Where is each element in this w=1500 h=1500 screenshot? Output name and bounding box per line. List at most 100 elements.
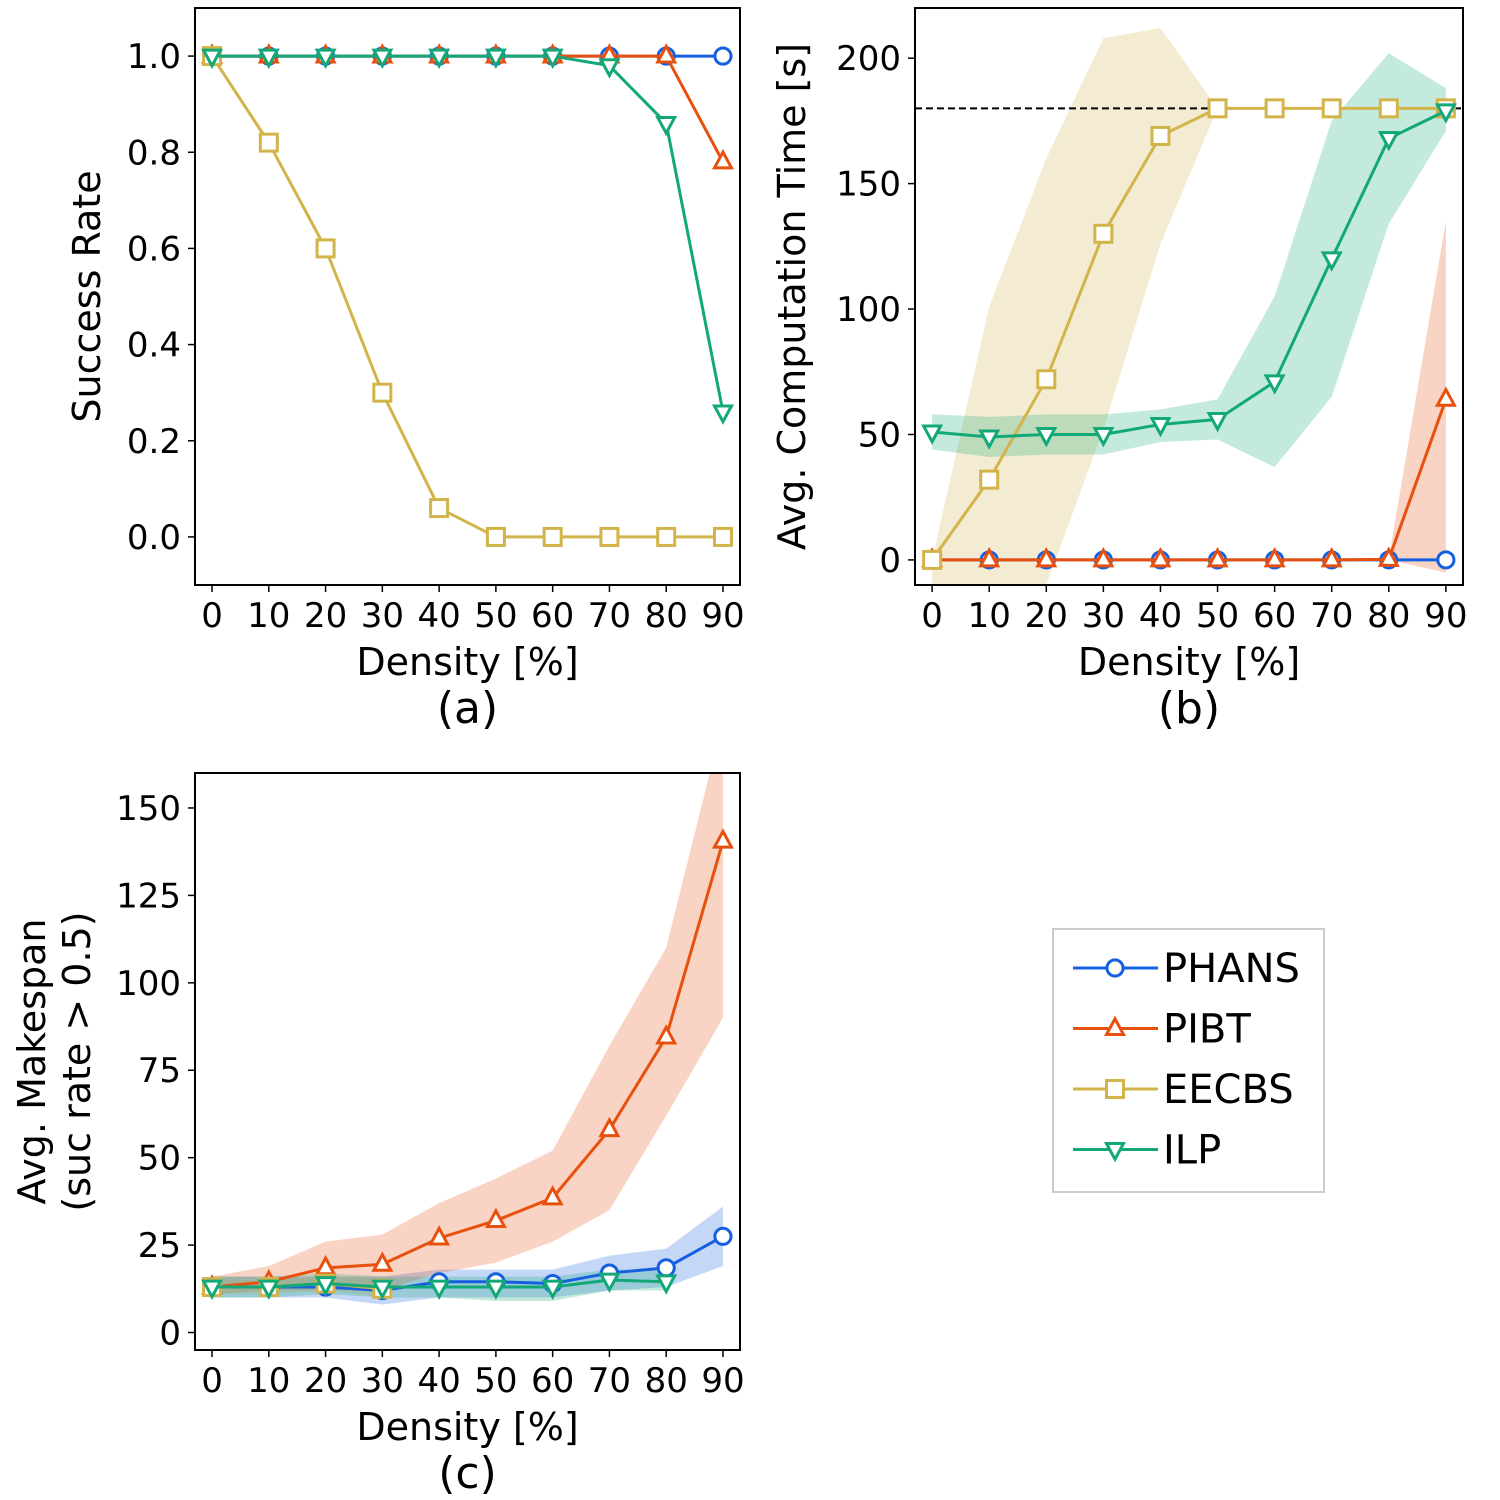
point-ilp — [484, 1279, 507, 1300]
x-tick-label: 30 — [361, 1361, 404, 1401]
x-tick-label: 20 — [1025, 596, 1068, 636]
x-tick-label: 10 — [247, 1361, 290, 1401]
point-pibt — [711, 148, 734, 170]
point-ilp — [541, 48, 564, 70]
point-ilp — [314, 48, 337, 70]
point-ilp — [1092, 427, 1115, 448]
x-tick-label: 0 — [201, 1361, 223, 1401]
point-ilp — [201, 1279, 224, 1300]
point-ilp — [1149, 416, 1172, 438]
series-group — [201, 828, 734, 1301]
y-tick-label: 0.4 — [127, 326, 181, 366]
x-tick-label: 10 — [968, 596, 1011, 636]
point-ilp — [711, 404, 734, 425]
point-pibt — [1320, 546, 1343, 568]
y-tick-label: 200 — [836, 39, 901, 79]
legend-marker — [1103, 1015, 1127, 1036]
series-line-pibt — [211, 840, 725, 1289]
x-tick-label: 30 — [361, 596, 404, 636]
x-axis-label: Density [%] — [1078, 640, 1300, 684]
x-tick-label: 40 — [417, 596, 460, 636]
point-eecbs — [712, 526, 733, 547]
legend-label: PIBT — [1163, 1007, 1251, 1053]
series-line-eecbs — [210, 55, 723, 539]
legend-entry-eecbs: EECBS — [1073, 1067, 1294, 1113]
y-tick-label: 0 — [159, 1314, 181, 1354]
x-tick-label: 60 — [531, 596, 574, 636]
x-tick-label: 70 — [588, 1361, 631, 1401]
legend-label: EECBS — [1163, 1067, 1294, 1113]
legend-marker — [1105, 1079, 1125, 1099]
series-group — [201, 43, 734, 547]
chart-panel-a: 0 10 20 30 40 50 60 70 80 90 0.0 0.2 0.4 0.6 0.8 1.0 Den… — [65, 7, 745, 734]
point-ilp — [921, 424, 944, 445]
point-ilp — [1263, 374, 1286, 395]
x-tick-label: 80 — [645, 1361, 688, 1401]
series-line-phans — [212, 1235, 724, 1293]
y-tick-label: 50 — [138, 1139, 181, 1179]
x-tick-label: 10 — [247, 596, 290, 636]
x-tick-label: 70 — [1310, 596, 1353, 636]
legend-label: ILP — [1163, 1128, 1221, 1174]
point-pibt — [371, 1251, 394, 1272]
band-ilp — [932, 53, 1446, 468]
point-ilp — [484, 48, 507, 70]
legend-entry-ilp: ILP — [1073, 1128, 1221, 1174]
point-ilp — [978, 429, 1001, 450]
x-tick-label: 30 — [1082, 596, 1125, 636]
point-ilp — [1377, 131, 1400, 152]
point-pibt — [655, 1024, 678, 1045]
point-pibt — [1263, 546, 1286, 568]
point-eecbs — [979, 469, 1000, 490]
point-eecbs — [372, 382, 393, 403]
axes-frame — [194, 7, 741, 586]
series-group — [921, 98, 1457, 570]
point-pibt — [1206, 546, 1229, 568]
point-phans — [1436, 550, 1456, 570]
chart-panel-b: 0 10 20 30 40 50 60 70 80 90 0 50 100 150 200 Density [… — [770, 7, 1468, 734]
point-pibt — [428, 1225, 451, 1246]
y-tick-label: 0.6 — [127, 229, 181, 269]
point-ilp — [1206, 411, 1229, 433]
x-tick-label: 90 — [701, 596, 744, 636]
point-pibt — [978, 546, 1001, 568]
point-pibt — [655, 43, 678, 64]
legend-marker — [1103, 1142, 1127, 1163]
point-pibt — [711, 828, 734, 849]
point-pibt — [1092, 546, 1115, 568]
point-pibt — [541, 1184, 564, 1206]
point-eecbs — [542, 526, 563, 547]
y-tick-label: 75 — [138, 1051, 181, 1091]
axes-frame — [194, 772, 741, 1351]
y-tick-label: 100 — [836, 290, 901, 330]
point-eecbs — [1264, 98, 1285, 119]
x-tick-label: 50 — [474, 1361, 517, 1401]
x-tick-label: 80 — [645, 596, 688, 636]
legend: PHANS PIBT EECBS ILP — [1052, 928, 1325, 1193]
y-tick-label: 100 — [116, 964, 181, 1004]
y-tick-label: 0.8 — [127, 133, 181, 173]
axes-frame — [914, 7, 1464, 586]
y-axis-label: Avg. Computation Time [s] — [770, 43, 814, 550]
x-tick-label: 90 — [1424, 596, 1467, 636]
point-pibt — [598, 1116, 621, 1138]
band-pibt — [932, 221, 1446, 573]
panel-caption: (a) — [437, 683, 498, 734]
legend-entry-phans: PHANS — [1073, 946, 1300, 992]
point-ilp — [1434, 103, 1457, 124]
x-tick-label: 90 — [701, 1361, 744, 1401]
point-eecbs — [1093, 223, 1114, 244]
series-line-pibt — [932, 398, 1448, 562]
point-pibt — [1434, 386, 1457, 407]
x-axis-label: Density [%] — [356, 640, 578, 684]
point-ilp — [1035, 427, 1058, 448]
x-tick-label: 60 — [531, 1361, 574, 1401]
point-phans — [656, 1258, 676, 1278]
band-pibt — [212, 773, 723, 1295]
x-tick-label: 0 — [201, 596, 223, 636]
point-eecbs — [1321, 98, 1342, 119]
legend-marker — [1105, 958, 1125, 978]
series-line-pibt — [212, 54, 725, 163]
point-eecbs — [258, 132, 279, 153]
